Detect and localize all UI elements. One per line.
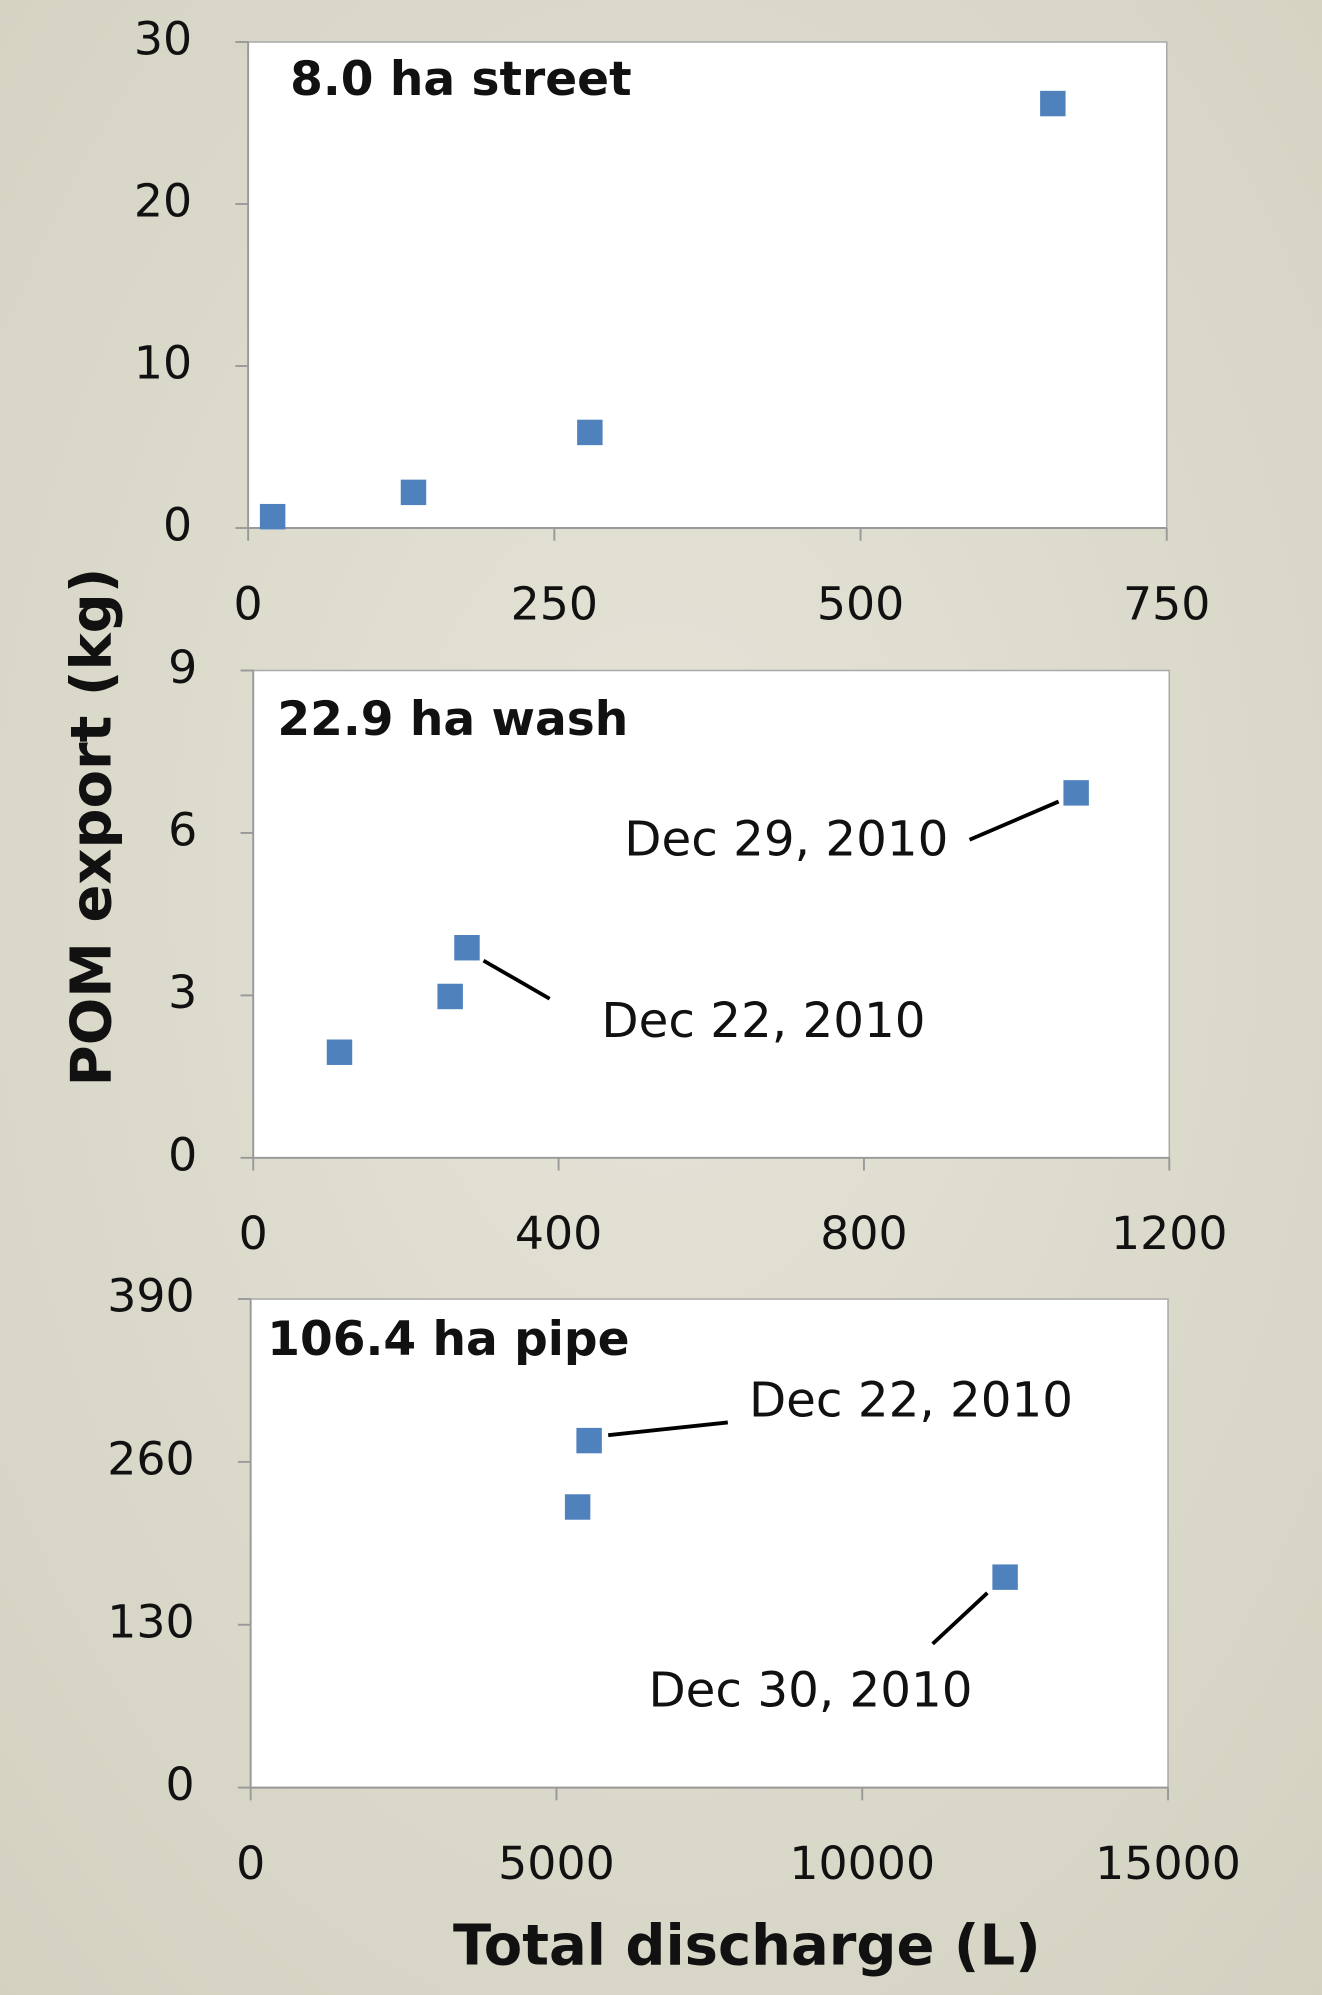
y-tick-label: 0 — [166, 1757, 195, 1811]
data-point — [454, 935, 480, 961]
data-point — [1040, 90, 1066, 117]
x-tick-label: 0 — [236, 1836, 265, 1890]
plot-area — [247, 41, 1168, 529]
y-tick-label: 6 — [168, 802, 197, 856]
chart-title: 106.4 ha pipe — [267, 1312, 629, 1367]
x-tick-label: 800 — [820, 1206, 907, 1260]
plot-area — [249, 1298, 1169, 1789]
x-tick-label: 5000 — [498, 1836, 615, 1890]
x-axis-label: Total discharge (L) — [453, 1913, 1041, 1978]
annotation: Dec 22, 2010 — [601, 993, 925, 1049]
y-tick-label: 30 — [134, 11, 192, 65]
data-point — [1063, 780, 1089, 806]
x-tick-label: 750 — [1123, 576, 1210, 630]
data-point — [577, 419, 603, 446]
annotation: Dec 22, 2010 — [749, 1372, 1073, 1428]
y-tick-label: 9 — [168, 640, 197, 694]
x-tick-label: 0 — [239, 1206, 268, 1260]
data-point — [576, 1427, 602, 1454]
x-tick-label: 400 — [515, 1206, 602, 1260]
chart-title: 8.0 ha street — [290, 52, 631, 107]
plot-area — [252, 669, 1171, 1159]
annotation-leader — [607, 1420, 728, 1438]
annotation-leader — [482, 958, 551, 1001]
y-axis-label: POM export (kg) — [60, 568, 125, 1087]
y-tick-label: 260 — [107, 1431, 194, 1485]
data-point — [400, 479, 427, 506]
annotation-leader — [931, 1591, 989, 1646]
x-tick-label: 10000 — [789, 1836, 935, 1890]
y-tick-label: 390 — [107, 1269, 194, 1323]
y-tick-label: 0 — [163, 498, 192, 552]
y-tick-label: 130 — [107, 1594, 194, 1648]
data-point — [259, 503, 286, 530]
x-tick-label: 15000 — [1095, 1836, 1241, 1890]
x-tick-label: 250 — [511, 576, 598, 630]
chart-title: 22.9 ha wash — [277, 692, 628, 747]
x-tick-label: 1200 — [1111, 1206, 1228, 1260]
annotation-leader — [968, 799, 1060, 842]
x-tick-label: 0 — [234, 576, 263, 630]
y-tick-label: 20 — [134, 173, 192, 227]
data-point — [437, 983, 463, 1010]
x-tick-label: 500 — [817, 576, 904, 630]
y-tick-label: 0 — [168, 1127, 197, 1181]
y-tick-label: 10 — [134, 336, 192, 390]
data-point — [992, 1564, 1018, 1590]
y-tick-label: 3 — [168, 965, 197, 1019]
annotation: Dec 30, 2010 — [648, 1662, 972, 1718]
data-point — [564, 1494, 591, 1520]
annotation: Dec 29, 2010 — [624, 811, 948, 867]
data-point — [326, 1039, 353, 1065]
